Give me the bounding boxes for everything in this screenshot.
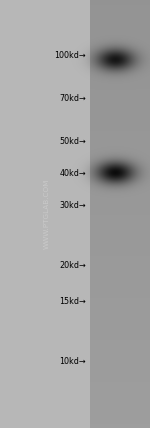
Text: 40kd→: 40kd→: [60, 169, 86, 178]
Text: 20kd→: 20kd→: [60, 261, 86, 270]
Text: WWW.PTGLAB.COM: WWW.PTGLAB.COM: [44, 179, 50, 249]
Text: 50kd→: 50kd→: [60, 137, 86, 146]
Text: 10kd→: 10kd→: [60, 357, 86, 366]
Text: 15kd→: 15kd→: [60, 297, 86, 306]
Text: 30kd→: 30kd→: [60, 201, 86, 210]
Text: 70kd→: 70kd→: [60, 94, 86, 103]
Text: 100kd→: 100kd→: [55, 51, 86, 60]
